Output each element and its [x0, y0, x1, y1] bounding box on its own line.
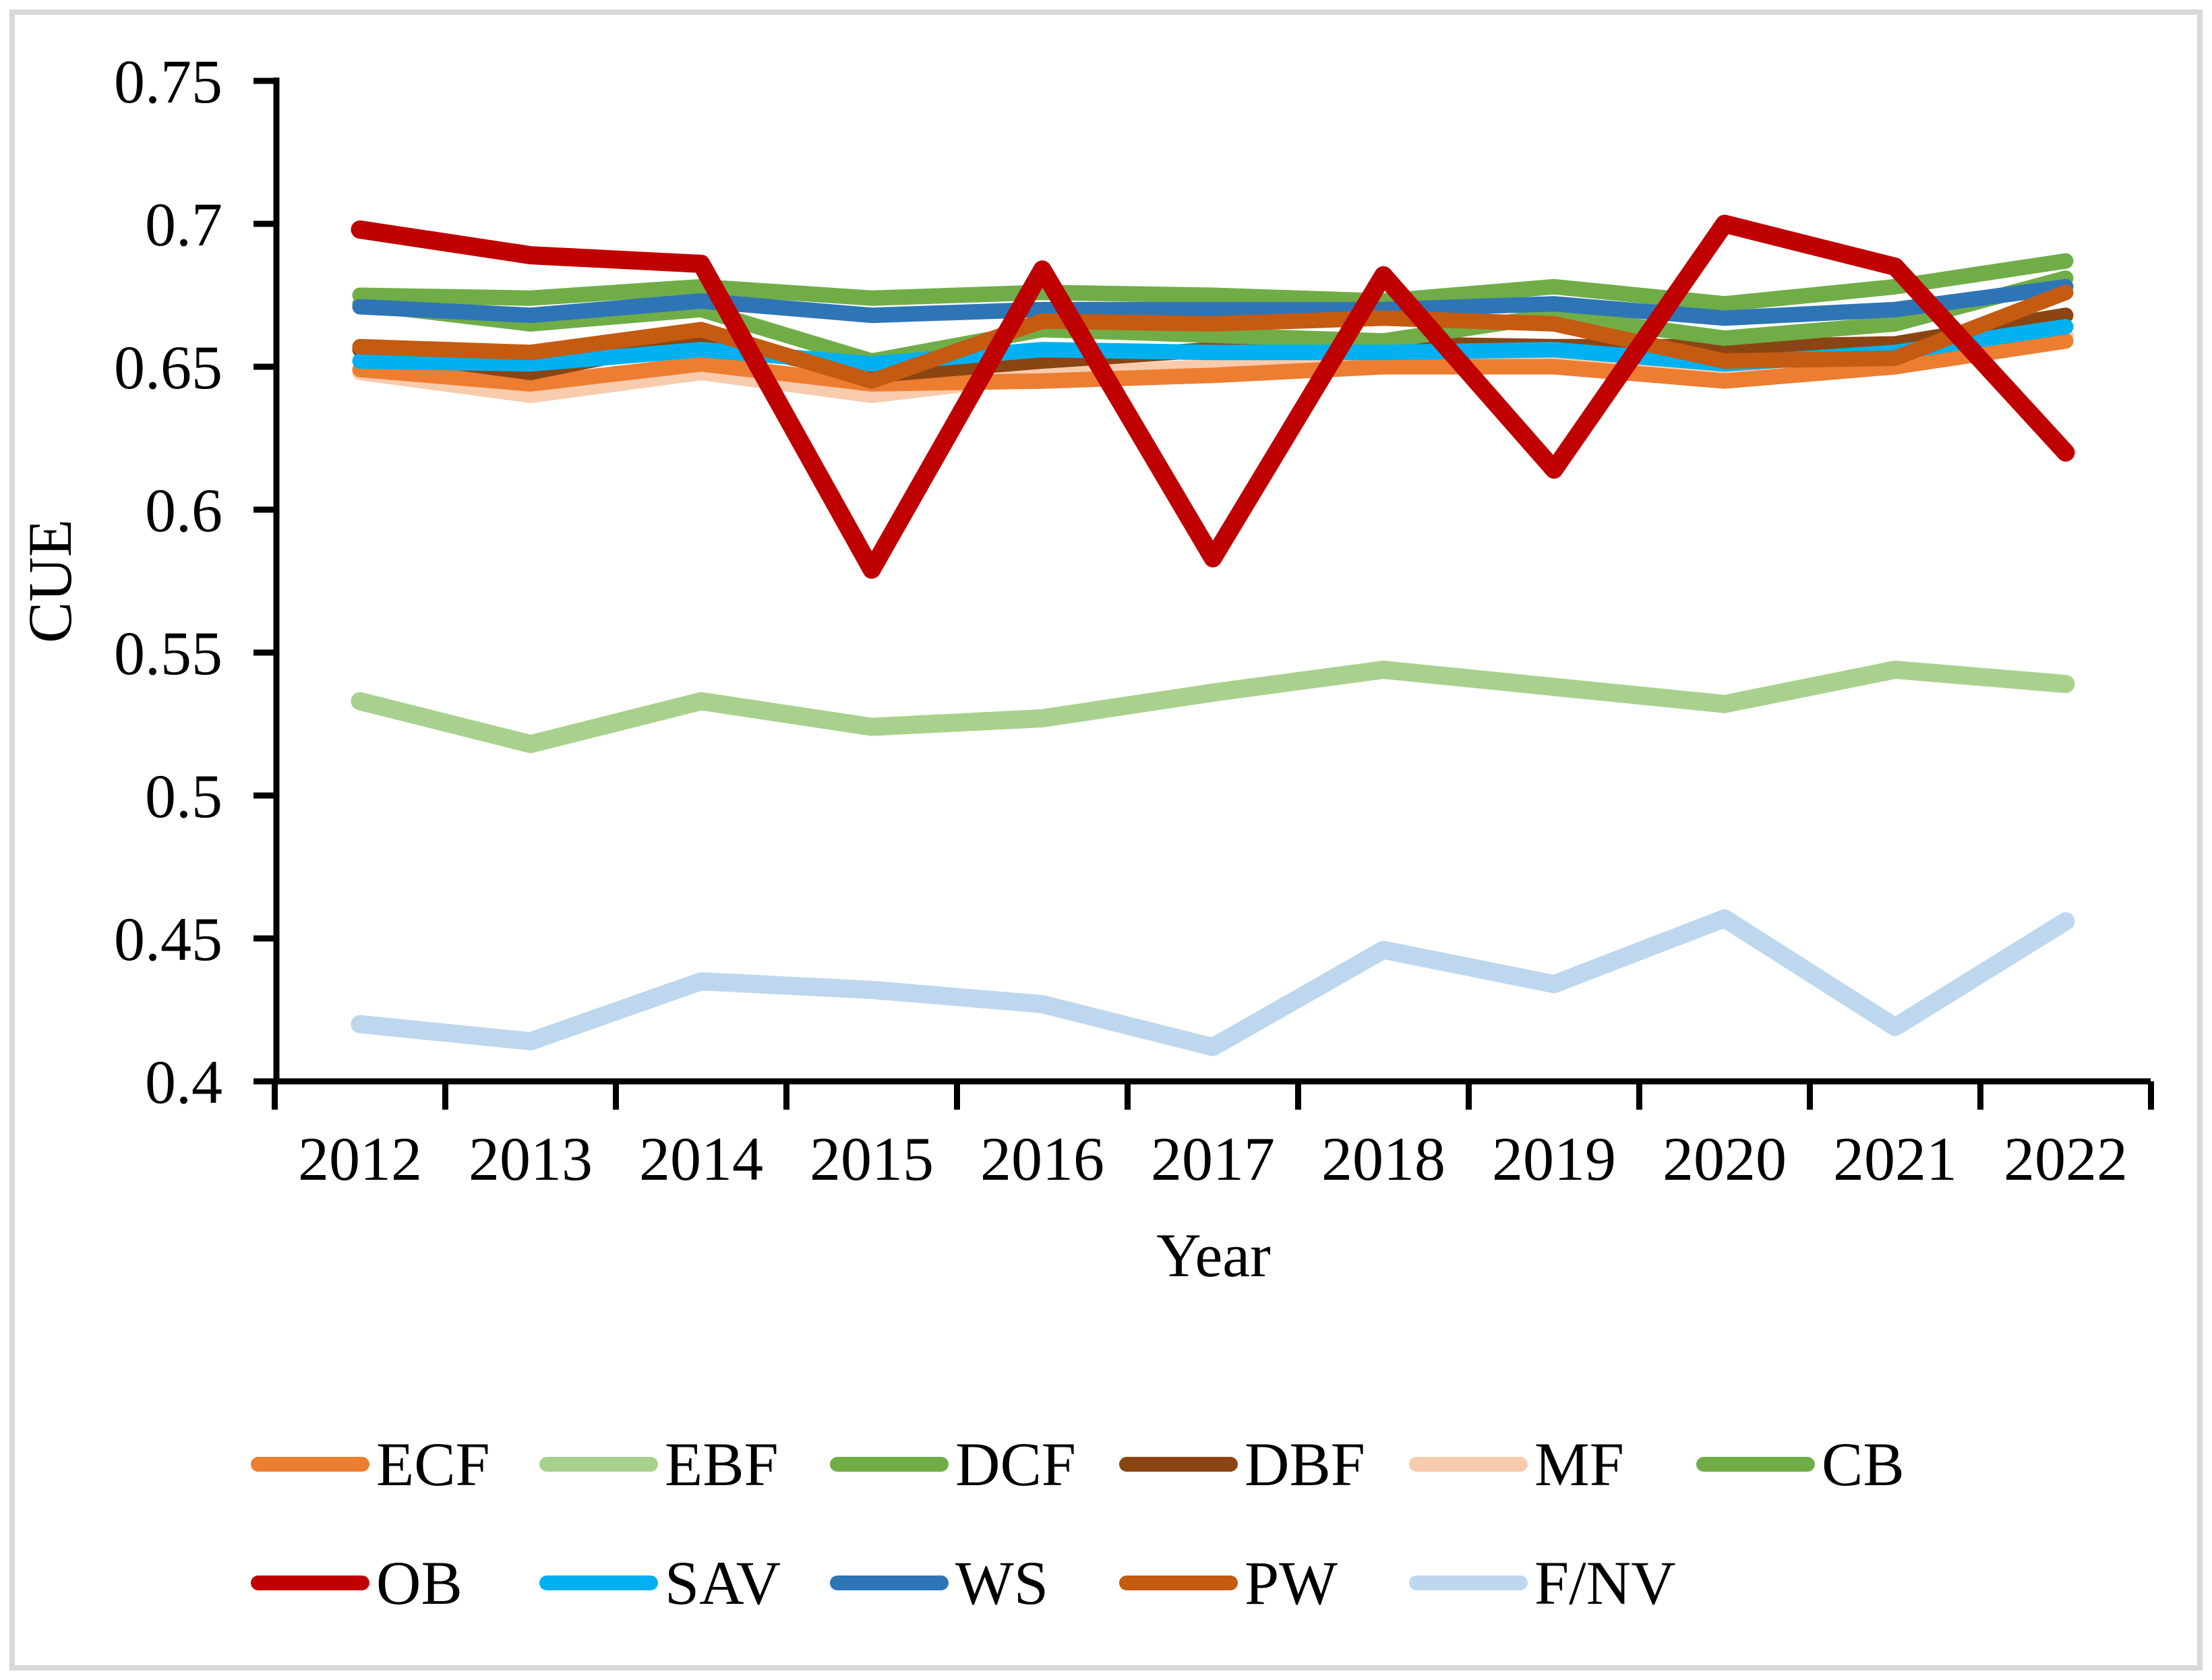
x-axis-ticks: 2012 2013 2014 2015 2016 2017 2018 2019 2020 2021…: [272, 1081, 2154, 1193]
y-tick-label: 0.45: [114, 905, 222, 973]
x-tick-label: 2014: [639, 1124, 763, 1193]
x-tick-label: 2012: [298, 1124, 422, 1193]
y-tick-label: 0.5: [145, 762, 222, 831]
x-tick-label: 2018: [1321, 1124, 1445, 1193]
y-tick-label: 0.6: [145, 476, 222, 545]
y-tick-label: 0.65: [114, 333, 222, 402]
x-tick-label: 2019: [1492, 1124, 1616, 1193]
series-line-cb: [352, 253, 2074, 312]
series-line-ecf: [352, 333, 2074, 392]
y-tick-label: 0.4: [145, 1048, 222, 1116]
series-line-pw: [352, 284, 2074, 389]
series-line-f-nv: [351, 909, 2075, 1056]
series-lines: [351, 214, 2075, 1056]
series-line-ob: [351, 214, 2075, 579]
series-line-ws: [352, 278, 2074, 326]
series-line-dcf: [352, 270, 2074, 369]
x-axis-title: Year: [1156, 1221, 1271, 1290]
x-tick-label: 2013: [469, 1124, 593, 1193]
x-tick-label: 2020: [1663, 1124, 1787, 1193]
series-line-ebf: [351, 660, 2075, 754]
y-tick-label: 0.7: [145, 190, 222, 259]
x-tick-label: 2022: [2004, 1124, 2128, 1193]
x-tick-label: 2016: [980, 1124, 1104, 1193]
x-tick-label: 2021: [1833, 1124, 1957, 1193]
y-axis-title: CUE: [16, 519, 84, 643]
y-tick-label: 0.55: [114, 619, 222, 688]
x-tick-label: 2017: [1151, 1124, 1275, 1193]
y-tick-label: 0.75: [114, 47, 222, 116]
axes: [273, 78, 2151, 1085]
x-tick-label: 2015: [810, 1124, 934, 1193]
y-axis-ticks: 0.75 0.7 0.65 0.6 0.55 0.5 0.45 0.4: [114, 47, 276, 1116]
